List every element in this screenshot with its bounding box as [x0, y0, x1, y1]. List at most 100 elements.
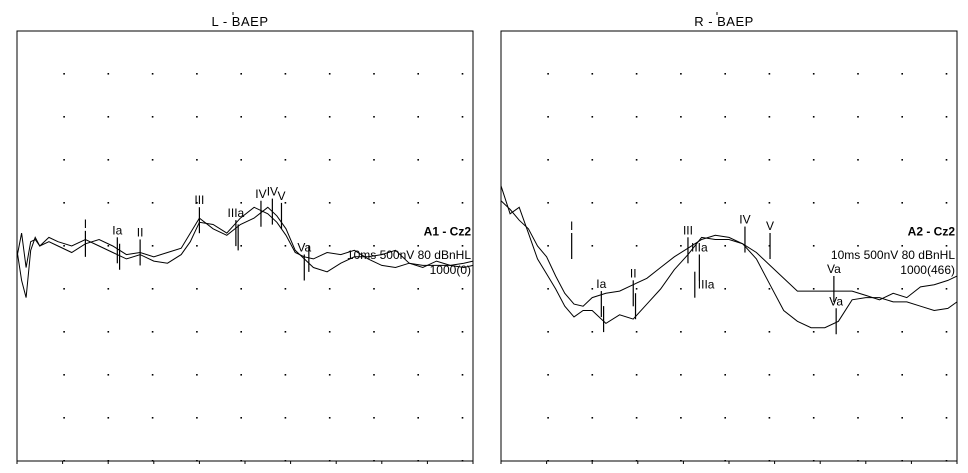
- left-grid-dot: [240, 159, 242, 161]
- left-grid-dot: [461, 116, 464, 118]
- left-peak-label: II: [137, 225, 144, 239]
- right-grid-dot: [724, 202, 726, 204]
- right-grid-dot: [635, 202, 638, 204]
- left-grid-dot: [417, 73, 419, 75]
- right-grid-dot: [724, 245, 726, 247]
- right-grid-dot: [547, 417, 549, 419]
- left-montage-label: A1 - Cz2: [424, 224, 472, 238]
- right-grid-dot: [857, 460, 859, 462]
- right-grid-dot: [812, 159, 815, 161]
- right-grid-dot: [945, 417, 948, 419]
- left-grid-dot: [151, 245, 154, 247]
- left-grid-dot: [240, 202, 242, 204]
- right-grid-dot: [768, 374, 771, 376]
- right-grid-dot: [591, 245, 594, 247]
- left-grid-dot: [284, 73, 287, 75]
- right-grid-dot: [812, 73, 815, 75]
- right-trace-1: [500, 200, 958, 307]
- right-grid-dot: [901, 159, 903, 161]
- right-peak-label: V: [766, 219, 774, 233]
- right-grid-dot: [857, 288, 859, 290]
- right-peak-label: I: [570, 219, 573, 233]
- left-trace-2: [16, 206, 474, 298]
- right-grid-dot: [812, 116, 815, 118]
- left-grid-dot: [373, 245, 375, 247]
- left-panel-title: L - BAEP: [211, 14, 269, 29]
- left-grid-dot: [328, 374, 331, 376]
- left-grid-dot: [417, 245, 419, 247]
- left-grid-dot: [151, 460, 154, 462]
- right-grid-dot: [680, 417, 682, 419]
- right-grid-dot: [812, 245, 815, 247]
- left-grid-dot: [417, 460, 419, 462]
- left-grid-dot: [328, 460, 331, 462]
- left-peak-label: I: [84, 217, 87, 231]
- left-grid-dot: [63, 73, 65, 75]
- left-grid-dot: [461, 73, 464, 75]
- left-peak-label: IIIa: [228, 206, 245, 220]
- left-baep-panel: L - BAEP I Ia II III IIIa IV IV V Va A1 - Cz2 10ms…: [0, 0, 480, 473]
- left-grid-dot: [240, 460, 242, 462]
- right-grid-dot: [945, 460, 948, 462]
- right-montage-label: A2 - Cz2: [908, 224, 956, 238]
- left-grid-dot: [240, 417, 242, 419]
- left-grid-dot: [461, 417, 464, 419]
- left-grid-dot: [284, 374, 287, 376]
- left-grid-dot: [240, 374, 242, 376]
- left-grid-dot: [151, 73, 154, 75]
- right-grid-dot: [857, 116, 859, 118]
- left-grid-dot: [151, 116, 154, 118]
- right-grid-dot: [591, 417, 594, 419]
- right-panel-title: R - BAEP: [694, 14, 754, 29]
- left-grid-dot: [107, 245, 110, 247]
- left-grid-dot: [107, 288, 110, 290]
- right-grid-dot: [812, 202, 815, 204]
- left-grid-dot: [417, 159, 419, 161]
- left-grid-dot: [63, 159, 65, 161]
- left-dot-grid: [63, 73, 464, 462]
- right-grid-dot: [680, 288, 682, 290]
- right-grid-dot: [901, 460, 903, 462]
- right-grid-dot: [680, 331, 682, 333]
- right-peak-label: IV: [739, 213, 750, 227]
- right-grid-dot: [724, 73, 726, 75]
- right-grid-dot: [945, 73, 948, 75]
- right-grid-dot: [591, 374, 594, 376]
- right-averages-label: 1000(466): [900, 263, 955, 277]
- left-grid-dot: [107, 73, 110, 75]
- left-grid-dot: [107, 159, 110, 161]
- right-grid-dot: [768, 159, 771, 161]
- right-grid-dot: [635, 288, 638, 290]
- right-grid-dot: [901, 417, 903, 419]
- left-grid-dot: [196, 331, 198, 333]
- left-grid-dot: [151, 417, 154, 419]
- right-grid-dot: [724, 331, 726, 333]
- left-grid-dot: [151, 288, 154, 290]
- left-grid-dot: [240, 331, 242, 333]
- left-grid-dot: [373, 288, 375, 290]
- right-grid-dot: [768, 245, 771, 247]
- left-grid-dot: [328, 245, 331, 247]
- left-grid-dot: [196, 202, 198, 204]
- right-grid-dot: [635, 417, 638, 419]
- right-trace-2: [500, 185, 958, 329]
- right-grid-dot: [724, 460, 726, 462]
- right-grid-dot: [591, 116, 594, 118]
- right-grid-dot: [635, 331, 638, 333]
- left-grid-dot: [196, 159, 198, 161]
- left-grid-dot: [107, 331, 110, 333]
- left-grid-dot: [196, 374, 198, 376]
- left-peak-label: IV: [255, 187, 266, 201]
- right-grid-dot: [812, 374, 815, 376]
- left-grid-dot: [284, 202, 287, 204]
- right-grid-dot: [857, 417, 859, 419]
- left-grid-dot: [417, 417, 419, 419]
- right-baep-panel: R - BAEP I Ia II III IIIa IIIa IV V Va Va A2 - Cz2…: [484, 0, 964, 473]
- left-grid-dot: [284, 116, 287, 118]
- left-grid-dot: [373, 331, 375, 333]
- left-grid-dot: [461, 374, 464, 376]
- right-plot-frame: [500, 30, 958, 462]
- left-grid-dot: [107, 460, 110, 462]
- right-grid-dot: [768, 202, 771, 204]
